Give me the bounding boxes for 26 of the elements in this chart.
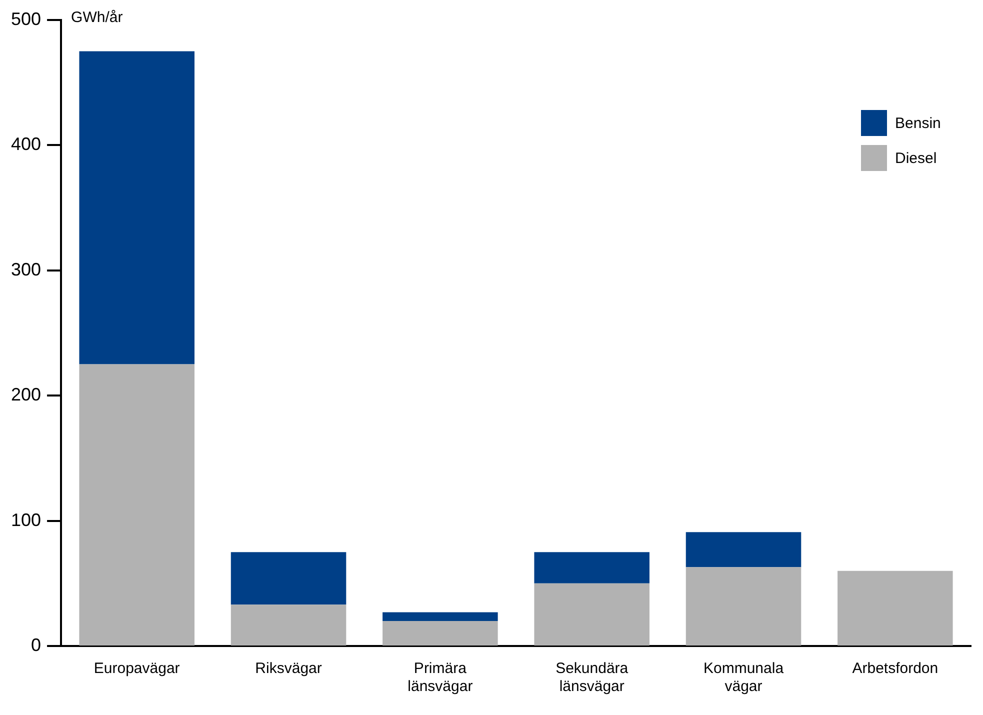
bar (534, 583, 650, 646)
y-tick-label: 200 (10, 384, 42, 405)
bar (686, 532, 802, 568)
legend-label: Diesel (895, 150, 937, 168)
x-tick-label: Sekundära länsvägar (556, 660, 629, 696)
y-axis-title: GWh/år (71, 9, 123, 26)
bar (382, 612, 498, 621)
x-tick-label: Kommunala vägar (703, 660, 784, 696)
y-tick-label: 400 (10, 134, 42, 154)
bar (534, 552, 650, 584)
y-tick-label: 300 (10, 259, 42, 280)
bar (382, 620, 498, 646)
x-tick-label: Riksvägar (255, 660, 322, 678)
bar (686, 567, 802, 646)
x-tick-label: Europavägar (94, 660, 180, 678)
x-tick-label: Primära länsvägar (408, 660, 473, 696)
bar (79, 51, 194, 364)
bar (838, 570, 953, 646)
bar (230, 552, 346, 605)
y-tick-label: 0 (31, 634, 42, 655)
y-tick-label: 500 (10, 8, 42, 29)
x-tick-label: Arbetsfordon (852, 660, 938, 678)
legend-label: Bensin (895, 115, 941, 132)
bar (230, 604, 346, 646)
bar (79, 364, 194, 646)
y-tick-label: 100 (10, 510, 42, 530)
